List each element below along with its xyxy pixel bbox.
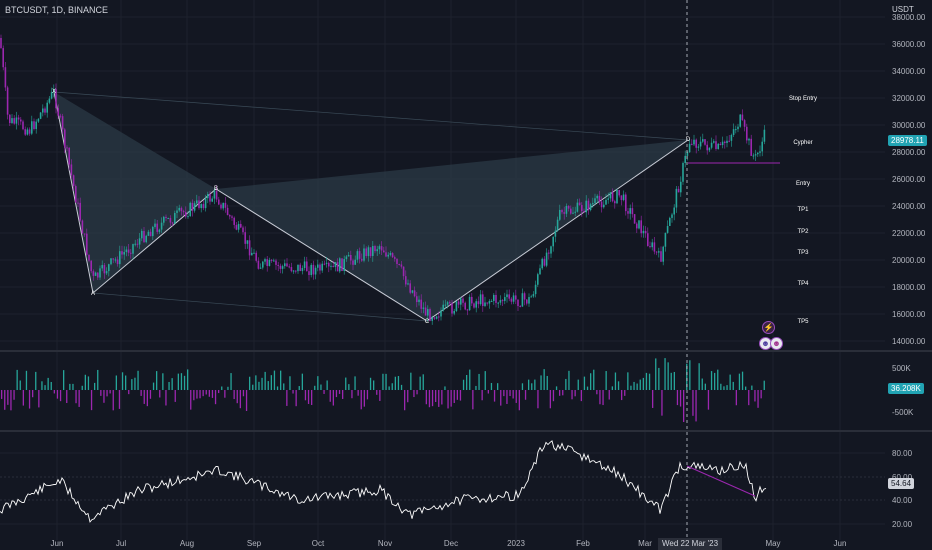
- price-tick-label: 32000.00: [892, 94, 926, 103]
- pane-separator[interactable]: [0, 350, 932, 352]
- trade-level-label: Cypher: [793, 140, 812, 146]
- trade-level-label: TP1: [797, 207, 809, 213]
- price-candles: [0, 34, 766, 325]
- time-tick-label: 2023: [507, 539, 525, 548]
- trade-level-label: TP4: [797, 281, 809, 287]
- trade-level-label: TP5: [797, 319, 809, 325]
- price-tick-label: 14000.00: [892, 337, 926, 346]
- price-tick-label: 34000.00: [892, 67, 926, 76]
- time-tick-label: Feb: [576, 539, 590, 548]
- price-tick-label: 20000.00: [892, 256, 926, 265]
- trade-level-label: TP2: [797, 229, 809, 235]
- rsi-tick-label: 20.00: [892, 520, 913, 529]
- time-tick-label: Aug: [180, 539, 194, 548]
- trade-level-label: TP3: [797, 250, 809, 256]
- face-icon[interactable]: ☻: [770, 337, 783, 350]
- price-tick-label: 26000.00: [892, 175, 926, 184]
- last-price-tag: 28978.11: [888, 135, 927, 146]
- price-axis[interactable]: 38000.00 36000.00 34000.00 32000.00 30000.00…: [892, 13, 926, 346]
- pattern-point-label: D: [686, 137, 691, 143]
- time-tick-label: Mar: [638, 539, 652, 548]
- trade-level-labels: Stop Entry Cypher Entry TP1 TP2 TP3 TP4 TP5: [789, 96, 817, 325]
- price-tick-label: 38000.00: [892, 13, 926, 22]
- cypher-pattern: [53, 91, 780, 322]
- price-tick-label: 30000.00: [892, 121, 926, 130]
- time-tick-label: Jun: [51, 539, 64, 548]
- symbol-title: BTCUSDT, 1D, BINANCE: [5, 5, 109, 15]
- pane-separator[interactable]: [0, 430, 932, 432]
- rsi-value-tag: 54.64: [888, 478, 915, 489]
- time-tick-label: Nov: [378, 539, 392, 548]
- pattern-point-label: B: [214, 186, 218, 192]
- volume-axis[interactable]: 500K -500K: [892, 364, 914, 417]
- volume-value-tag: 36.208K: [888, 383, 924, 394]
- pattern-point-label: A: [91, 291, 95, 297]
- time-tick-label: Jul: [116, 539, 126, 548]
- pattern-point-label: C: [425, 319, 430, 325]
- rsi-tick-label: 80.00: [892, 449, 913, 458]
- rsi-tick-label: 60.00: [892, 473, 913, 482]
- face-icon[interactable]: ☻: [759, 337, 772, 350]
- trade-level-label: Stop Entry: [789, 96, 817, 102]
- pattern-point-labels: X A B C D: [52, 89, 691, 325]
- price-tick-label: 28000.00: [892, 148, 926, 157]
- time-tick-label: Jun: [834, 539, 847, 548]
- crosshair-date-label: Wed 22 Mar '23: [658, 538, 723, 550]
- pattern-point-label: X: [52, 89, 56, 95]
- currency-unit: USDT: [892, 5, 914, 14]
- rsi-axis[interactable]: 80.00 60.00 40.00 20.00: [892, 449, 913, 529]
- price-tick-label: 36000.00: [892, 40, 926, 49]
- time-tick-label: Sep: [247, 539, 262, 548]
- lightning-icon[interactable]: ⚡: [762, 321, 775, 334]
- rsi-tick-label: 40.00: [892, 496, 913, 505]
- price-tick-label: 16000.00: [892, 310, 926, 319]
- volume-tick-label: 500K: [892, 364, 911, 373]
- volume-tick-label: -500K: [892, 408, 914, 417]
- trade-level-label: Entry: [796, 181, 810, 187]
- time-tick-label: Oct: [312, 539, 325, 548]
- rsi-line: [0, 440, 767, 523]
- price-tick-label: 24000.00: [892, 202, 926, 211]
- time-axis[interactable]: Jun Jul Aug Sep Oct Nov Dec 2023 Feb Mar May Jun: [51, 539, 847, 548]
- price-tick-label: 18000.00: [892, 283, 926, 292]
- time-tick-label: Dec: [444, 539, 458, 548]
- volume-histogram: [1, 358, 765, 423]
- price-tick-label: 22000.00: [892, 229, 926, 238]
- time-tick-label: May: [765, 539, 780, 548]
